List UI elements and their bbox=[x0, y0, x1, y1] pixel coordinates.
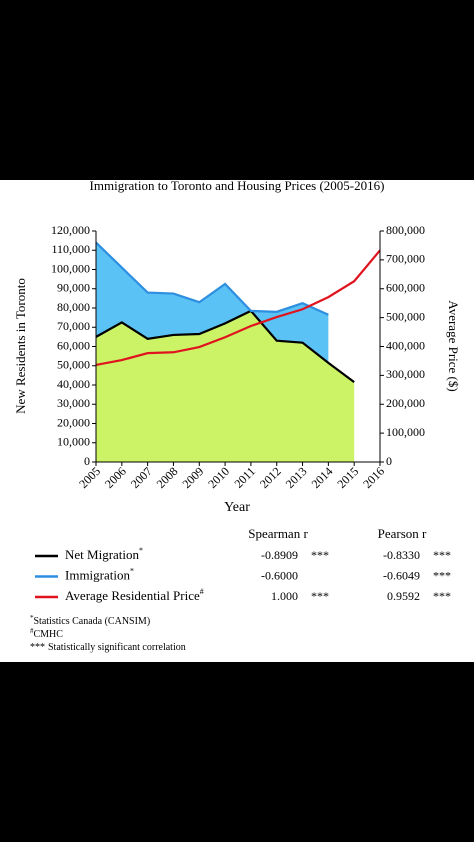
table-header: Pearson r bbox=[378, 526, 427, 541]
legend-name: Average Residential Price bbox=[65, 588, 200, 603]
y2-tick-label: 800,000 bbox=[386, 223, 425, 237]
footnote-marker: # bbox=[30, 627, 34, 635]
pearson-value: -0.8330 bbox=[383, 548, 420, 562]
y-tick-label: 110,000 bbox=[51, 242, 90, 256]
footnote-text: Statistics Canada (CANSIM) bbox=[34, 616, 151, 627]
pearson-value: -0.6049 bbox=[383, 568, 420, 582]
chart-title: Immigration to Toronto and Housing Price… bbox=[90, 178, 385, 193]
x-axis-label: Year bbox=[224, 500, 250, 515]
footnote: *** Statistically significant correlation bbox=[30, 642, 186, 653]
pearson-sig: *** bbox=[433, 548, 451, 562]
pearson-sig: *** bbox=[433, 589, 451, 603]
legend-label: Average Residential Price# bbox=[65, 587, 204, 603]
footnote-marker: * bbox=[30, 614, 34, 622]
y-tick-label: 100,000 bbox=[51, 261, 90, 275]
area bbox=[96, 310, 355, 462]
y-tick-label: 40,000 bbox=[57, 377, 90, 391]
legend-marker: * bbox=[130, 566, 134, 575]
y-tick-label: 60,000 bbox=[57, 338, 90, 352]
footnote-marker: *** bbox=[30, 642, 45, 653]
y2-tick-label: 400,000 bbox=[386, 338, 425, 352]
y2-tick-label: 300,000 bbox=[386, 367, 425, 381]
legend-name: Net Migration bbox=[65, 547, 140, 562]
spearman-value: -0.6000 bbox=[261, 568, 298, 582]
footnote-text: Statistically significant correlation bbox=[48, 642, 186, 653]
spearman-value: 1.000 bbox=[271, 589, 298, 603]
pearson-value: 0.9592 bbox=[387, 589, 420, 603]
y-tick-label: 10,000 bbox=[57, 435, 90, 449]
table-header: Spearman r bbox=[248, 526, 308, 541]
y-axis-label: New Residents in Toronto bbox=[13, 278, 28, 414]
spearman-value: -0.8909 bbox=[261, 548, 298, 562]
pearson-sig: *** bbox=[433, 568, 451, 582]
line bbox=[95, 309, 355, 383]
y2-tick-label: 600,000 bbox=[386, 281, 425, 295]
y-tick-label: 80,000 bbox=[57, 300, 90, 314]
y2-tick-label: 200,000 bbox=[386, 396, 425, 410]
y-tick-label: 70,000 bbox=[57, 319, 90, 333]
y-tick-label: 20,000 bbox=[57, 415, 90, 429]
footnote: #CMHC bbox=[30, 627, 63, 641]
y-tick-label: 90,000 bbox=[57, 281, 90, 295]
legend-label: Net Migration* bbox=[65, 546, 143, 562]
y-tick-label: 120,000 bbox=[51, 223, 90, 237]
y2-tick-label: 0 bbox=[386, 454, 392, 468]
legend-name: Immigration bbox=[65, 567, 130, 582]
line bbox=[95, 241, 329, 316]
legend-label: Immigration* bbox=[65, 566, 134, 582]
y2-tick-label: 500,000 bbox=[386, 309, 425, 323]
footnote: *Statistics Canada (CANSIM) bbox=[30, 614, 150, 628]
y2-axis-label: Average Price ($) bbox=[446, 300, 461, 391]
y2-tick-label: 700,000 bbox=[386, 252, 425, 266]
spearman-sig: *** bbox=[311, 548, 329, 562]
legend-marker: * bbox=[139, 546, 143, 555]
spearman-sig: *** bbox=[311, 589, 329, 603]
y-tick-label: 50,000 bbox=[57, 358, 90, 372]
footnote-text: CMHC bbox=[34, 629, 64, 640]
y2-tick-label: 100,000 bbox=[386, 425, 425, 439]
legend-marker: # bbox=[200, 587, 204, 596]
y-tick-label: 0 bbox=[84, 454, 90, 468]
line bbox=[95, 249, 381, 367]
y-tick-label: 30,000 bbox=[57, 396, 90, 410]
